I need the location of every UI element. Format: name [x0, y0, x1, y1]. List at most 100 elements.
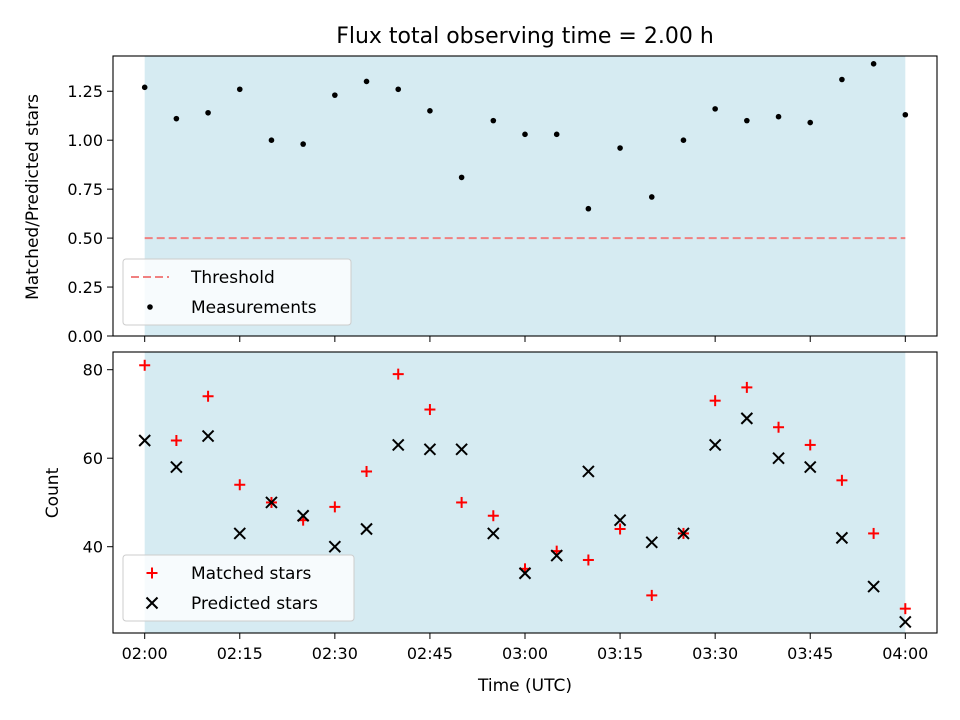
measurement-point — [268, 137, 275, 143]
predicted-star-point — [201, 429, 215, 443]
measurement-point — [680, 137, 687, 143]
predicted-star-point — [392, 438, 405, 452]
x-marker-b — [804, 460, 817, 474]
matched-star-point — [392, 368, 404, 380]
predicted-star-point — [772, 451, 785, 465]
measurement-point — [585, 205, 592, 212]
x-marker-b — [550, 549, 563, 562]
matched-star-point — [582, 554, 594, 566]
matched-star-point — [836, 474, 848, 486]
matched-star-point — [487, 510, 499, 522]
predicted-star-point — [613, 513, 627, 527]
x-marker-b — [233, 527, 246, 540]
matched-star-point — [170, 435, 182, 447]
x-marker-b — [645, 536, 658, 549]
matched-star-point — [709, 395, 721, 407]
predicted-star-point — [360, 522, 373, 536]
x-marker-b — [772, 451, 785, 465]
predicted-star-point — [138, 434, 151, 447]
predicted-star-point — [328, 540, 342, 553]
x-marker-b — [328, 540, 342, 553]
x-marker-b — [360, 522, 373, 536]
x-marker-b — [170, 460, 183, 474]
y-tick-label: 40 — [83, 538, 103, 557]
matched-star-point — [202, 390, 214, 402]
predicted-star-point — [677, 527, 690, 540]
x-marker-b — [867, 580, 880, 593]
x-marker-b — [423, 443, 437, 456]
matched-star-point — [424, 404, 436, 416]
y-tick-label: 0.25 — [67, 278, 103, 297]
y-tick-label: 1.25 — [67, 82, 103, 101]
matched-star-point — [868, 527, 880, 539]
matched-star-point — [804, 439, 816, 451]
measurement-point — [205, 109, 211, 116]
x-marker-b — [708, 438, 722, 452]
top-chart-title: Flux total observing time = 2.00 h — [336, 24, 714, 49]
legend-threshold-label: Threshold — [190, 268, 275, 288]
predicted-star-point — [296, 509, 310, 522]
x-tick-label: 03:15 — [597, 644, 643, 663]
measurement-point — [807, 119, 814, 126]
measurement-point — [553, 131, 560, 138]
x-marker-b — [296, 509, 310, 522]
x-marker-b — [899, 615, 912, 629]
measurement-point — [395, 86, 402, 93]
matched-star-point — [139, 359, 151, 371]
legend-measurements-label: Measurements — [191, 298, 317, 318]
x-tick-label: 04:00 — [882, 644, 928, 663]
bottom-legend-box — [122, 554, 355, 622]
measurement-point — [173, 115, 180, 122]
predicted-star-point — [740, 412, 754, 425]
y-tick-label: 60 — [83, 449, 103, 468]
x-marker-b — [613, 513, 627, 527]
predicted-star-point — [899, 615, 912, 629]
predicted-star-point — [233, 527, 246, 540]
x-marker-b — [518, 567, 532, 580]
matched-star-point — [741, 381, 753, 393]
y-tick-label: 0.00 — [67, 327, 103, 346]
predicted-star-point — [170, 460, 183, 474]
x-marker-b — [265, 496, 278, 509]
bottom-y-axis-label: Count — [43, 467, 63, 518]
measurement-point — [300, 141, 306, 147]
predicted-star-point — [835, 531, 849, 545]
x-marker-b — [677, 527, 690, 540]
x-tick-label: 03:30 — [692, 644, 738, 663]
predicted-star-point — [708, 438, 722, 452]
matched-star-point — [773, 421, 785, 433]
predicted-star-point — [423, 443, 437, 456]
predicted-star-point — [804, 460, 817, 474]
measurement-point — [744, 117, 750, 124]
x-marker-b — [582, 465, 595, 478]
x-tick-label: 02:15 — [217, 644, 263, 663]
y-tick-label: 0.75 — [67, 180, 103, 199]
measurement-point — [490, 117, 497, 124]
x-marker-b — [740, 412, 754, 425]
y-tick-label: 80 — [83, 361, 103, 380]
x-axis-label: Time (UTC) — [477, 676, 572, 696]
predicted-star-point — [455, 443, 468, 456]
measurement-point — [648, 194, 655, 200]
predicted-star-point — [645, 536, 658, 549]
matched-star-point — [456, 496, 468, 508]
measurement-point — [141, 84, 148, 91]
measurement-point — [427, 108, 433, 114]
measurement-point — [332, 92, 338, 98]
x-tick-label: 02:30 — [312, 644, 358, 663]
measurement-point — [363, 78, 370, 85]
x-marker-b — [392, 438, 405, 452]
matched-star-point — [234, 479, 246, 491]
predicted-star-point — [265, 496, 278, 509]
measurement-point — [617, 145, 623, 151]
ratio-panel: 0.00 0.25 0.50 0.75 1.00 1.25 Threshold Measure… — [67, 55, 938, 346]
matched-star-point — [646, 589, 658, 601]
top-y-axis-label: Matched/Predicted stars — [23, 94, 43, 300]
x-marker-b — [145, 596, 159, 610]
predicted-star-point — [582, 465, 595, 478]
measurement-point — [458, 174, 465, 181]
measurement-point — [775, 113, 782, 120]
measurement-point — [236, 86, 243, 93]
x-marker-b — [138, 434, 151, 447]
x-tick-label: 03:45 — [787, 644, 833, 663]
